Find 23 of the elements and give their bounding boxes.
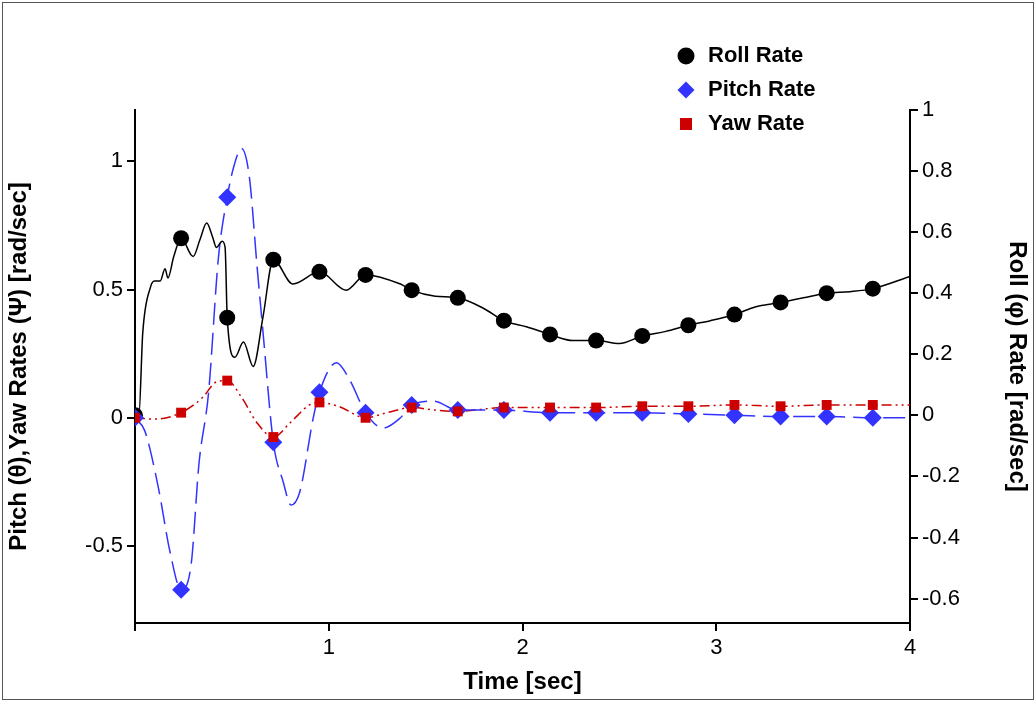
y2-tick-label: 0.6 (922, 218, 953, 244)
y-tick-label: -0.5 (85, 532, 123, 558)
y2-tick-label: 0.4 (922, 279, 953, 305)
y-tick-label: 0.5 (92, 275, 123, 301)
y2-tick-label: 0 (922, 401, 935, 427)
y2-tick-label: -0.2 (922, 462, 960, 488)
y2-tick-label: 1 (922, 96, 935, 122)
x-tick-label: 3 (710, 634, 723, 660)
y-axis-title: Pitch (θ),Yaw Rates (Ψ) [rad/sec] (4, 182, 32, 551)
legend-label: Pitch Rate (708, 76, 816, 102)
x-tick-label: 1 (322, 634, 335, 660)
legend-label: Yaw Rate (708, 110, 805, 136)
x-tick-label: 4 (903, 634, 917, 660)
y-tick-label: 0 (110, 403, 123, 429)
y2-tick-label: 0.8 (922, 157, 953, 183)
y-tick-label: 1 (110, 147, 123, 173)
y2-tick-label: -0.4 (922, 523, 960, 549)
legend-label: Roll Rate (708, 42, 804, 68)
x-axis-title: Time [sec] (463, 667, 582, 695)
y2-tick-label: 0.2 (922, 340, 953, 366)
x-tick-label: 2 (516, 634, 529, 660)
y2-tick-label: -0.6 (922, 584, 960, 610)
y2-axis-title: Roll (φ) Rate [rad/sec] (1004, 241, 1032, 492)
